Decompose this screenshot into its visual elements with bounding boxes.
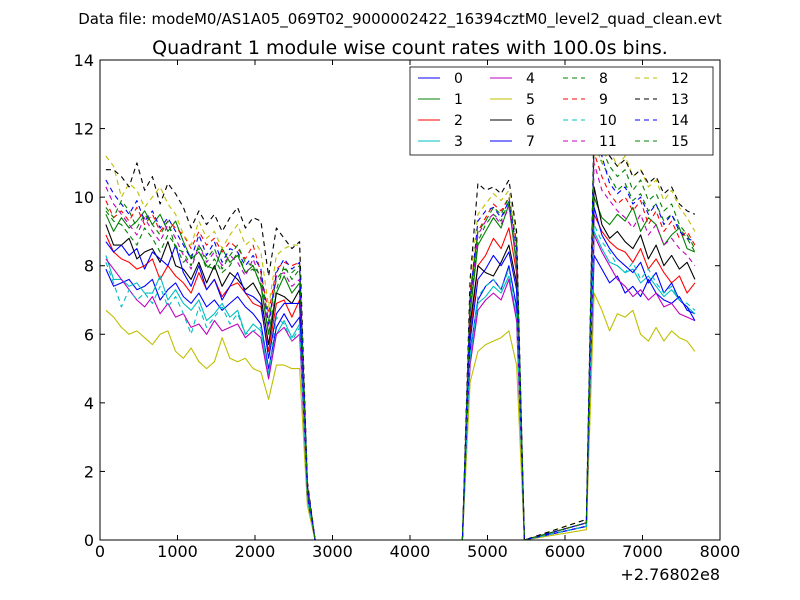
legend-label-9: 9 bbox=[599, 92, 608, 108]
series-line-2 bbox=[105, 213, 696, 541]
series-line-7 bbox=[105, 206, 696, 541]
series-line-13 bbox=[105, 117, 696, 541]
legend-label-8: 8 bbox=[599, 71, 608, 87]
series-line-11 bbox=[105, 162, 696, 541]
legend-label-13: 13 bbox=[671, 92, 689, 108]
legend-frame bbox=[409, 66, 714, 156]
series-line-0 bbox=[105, 254, 696, 541]
x-offset-label: +2.76802e8 bbox=[620, 565, 720, 584]
x-tick-label: 3000 bbox=[312, 542, 353, 561]
series-line-5 bbox=[105, 292, 696, 541]
y-tick-label: 0 bbox=[84, 531, 94, 550]
series-line-4 bbox=[105, 234, 696, 541]
y-tick-label: 14 bbox=[74, 51, 94, 70]
x-tick-label: 2000 bbox=[235, 542, 276, 561]
legend-label-1: 1 bbox=[454, 92, 463, 108]
figure-suptitle: Data file: modeM0/AS1A05_069T02_90000024… bbox=[78, 10, 722, 29]
legend-label-0: 0 bbox=[454, 71, 463, 87]
series-line-6 bbox=[105, 186, 696, 541]
legend-label-6: 6 bbox=[526, 113, 535, 129]
y-tick-label: 6 bbox=[84, 325, 94, 344]
y-tick-label: 12 bbox=[74, 120, 94, 139]
series-line-12 bbox=[105, 141, 696, 541]
x-tick-label: 8000 bbox=[700, 542, 741, 561]
y-tick-label: 8 bbox=[84, 257, 94, 276]
series-line-8 bbox=[105, 141, 696, 541]
legend-label-15: 15 bbox=[671, 134, 689, 150]
x-tick-label: 4000 bbox=[390, 542, 431, 561]
legend-label-5: 5 bbox=[526, 92, 535, 108]
legend-label-14: 14 bbox=[671, 113, 689, 129]
legend-label-2: 2 bbox=[454, 113, 463, 129]
chart-title: Quadrant 1 module wise count rates with … bbox=[152, 37, 668, 59]
y-tick-label: 2 bbox=[84, 462, 94, 481]
plot-area bbox=[105, 117, 696, 541]
x-tick-label: 1000 bbox=[157, 542, 198, 561]
legend-label-7: 7 bbox=[526, 134, 535, 150]
legend-label-11: 11 bbox=[599, 134, 617, 150]
x-tick-label: 0 bbox=[95, 542, 105, 561]
series-line-14 bbox=[105, 134, 696, 541]
legend-label-3: 3 bbox=[454, 134, 463, 150]
x-tick-label: 5000 bbox=[467, 542, 508, 561]
series-line-9 bbox=[105, 152, 696, 541]
legend-label-10: 10 bbox=[599, 113, 617, 129]
series-line-15 bbox=[105, 131, 696, 541]
x-tick-label: 6000 bbox=[545, 542, 586, 561]
y-tick-label: 4 bbox=[84, 394, 94, 413]
legend-label-12: 12 bbox=[671, 71, 689, 87]
axis-ticks: 0 1000 2000 3000 4000 5000 6000 7000 80000246810… bbox=[74, 51, 741, 561]
x-tick-label: 7000 bbox=[622, 542, 663, 561]
y-tick-label: 10 bbox=[74, 188, 94, 207]
legend-label-4: 4 bbox=[526, 71, 535, 87]
